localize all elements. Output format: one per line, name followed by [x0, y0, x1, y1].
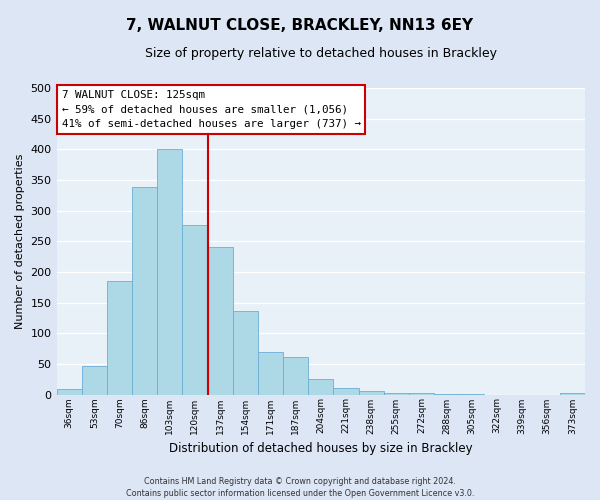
Bar [258, 352, 283, 395]
Bar [359, 392, 383, 394]
Bar [107, 281, 132, 394]
Text: Contains HM Land Registry data © Crown copyright and database right 2024.
Contai: Contains HM Land Registry data © Crown c… [126, 476, 474, 498]
Bar [383, 392, 409, 394]
Bar [233, 310, 258, 394]
Bar [560, 392, 585, 394]
Bar [82, 366, 107, 394]
Title: Size of property relative to detached houses in Brackley: Size of property relative to detached ho… [145, 48, 497, 60]
Text: 7 WALNUT CLOSE: 125sqm
← 59% of detached houses are smaller (1,056)
41% of semi-: 7 WALNUT CLOSE: 125sqm ← 59% of detached… [62, 90, 361, 129]
Bar [208, 248, 233, 394]
Bar [56, 389, 82, 394]
Y-axis label: Number of detached properties: Number of detached properties [15, 154, 25, 329]
Bar [182, 224, 208, 394]
Bar [157, 150, 182, 394]
Bar [132, 188, 157, 394]
X-axis label: Distribution of detached houses by size in Brackley: Distribution of detached houses by size … [169, 442, 473, 455]
Bar [308, 378, 334, 394]
Bar [334, 388, 359, 394]
Bar [283, 356, 308, 395]
Text: 7, WALNUT CLOSE, BRACKLEY, NN13 6EY: 7, WALNUT CLOSE, BRACKLEY, NN13 6EY [127, 18, 473, 32]
